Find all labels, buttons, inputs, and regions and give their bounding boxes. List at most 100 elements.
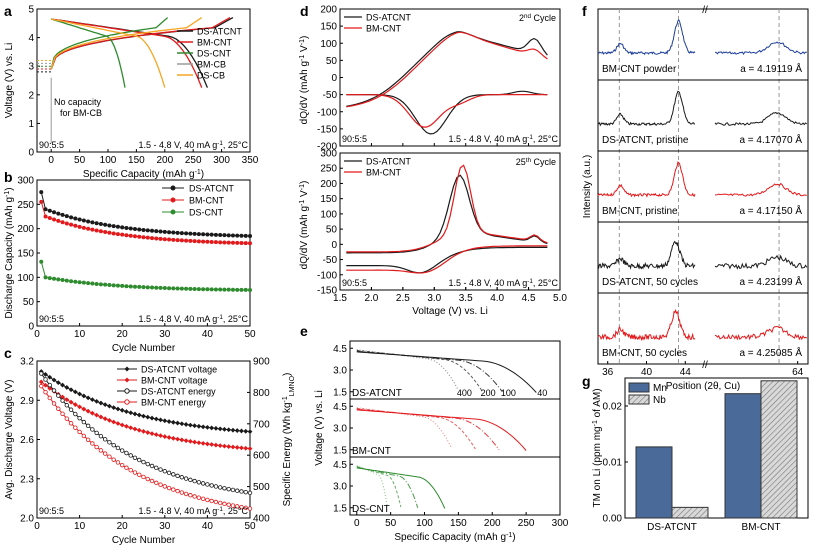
point-DS-ATCNT-9	[73, 216, 78, 221]
point-BM-CNT voltage-49	[243, 445, 249, 451]
point-DS-ATCNT energy-42	[213, 484, 219, 489]
point-DS-ATCNT energy-19	[115, 445, 121, 451]
panel-e-DS-CNT-ytick-label-1: 3.0	[333, 482, 347, 493]
point-DS-CNT-26	[145, 285, 150, 290]
point-DS-ATCNT-10	[77, 217, 82, 222]
point-DS-ATCNT voltage-19	[115, 406, 121, 412]
point-BM-CNT-37	[192, 239, 197, 244]
point-DS-ATCNT-6	[60, 212, 65, 217]
panel-d-top-ytick-label-1: 150	[320, 22, 337, 33]
point-DS-ATCNT voltage-28	[153, 416, 159, 422]
panel-g-ytick-label-1: 0.01	[603, 458, 623, 469]
panel-b-ytick-label-2: 100	[17, 273, 34, 284]
point-DS-ATCNT energy-48	[239, 489, 244, 494]
panel-c: 0 10 20 30 40 50 2.0 2.3 2.6 2.9 3.2 400 500 600 700 80…	[4, 357, 296, 547]
panel-e-ylabel: Voltage (V) vs. Li	[314, 390, 325, 466]
point-DS-ATCNT energy-10	[77, 415, 82, 421]
point-BM-CNT voltage-28	[153, 432, 159, 438]
point-DS-ATCNT-17	[107, 223, 112, 228]
legend-marker-3	[124, 399, 130, 405]
panel-e-xtick-label-1: 50	[385, 518, 397, 529]
rate-curve-BM-CNT-1	[356, 407, 476, 450]
panel-d-bottom-legend-label-1: BM-CNT	[366, 168, 401, 178]
xrd-trace-name-3: DS-ATCNT, 50 cycles	[602, 277, 698, 288]
panel-a-xtick-label-5: 250	[185, 155, 202, 166]
point-BM-CNT-50	[248, 241, 252, 246]
panel-b-ytick-label-4: 200	[17, 224, 34, 235]
point-DS-ATCNT voltage-3	[47, 374, 53, 380]
point-BM-CNT energy-47	[235, 504, 240, 509]
panel-e-xtick-label-0: 0	[354, 518, 360, 529]
point-BM-CNT energy-27	[149, 478, 155, 484]
point-DS-ATCNT energy-17	[107, 440, 112, 445]
point-DS-CNT-16	[103, 282, 108, 287]
panel-d-bottom-ytick-label-4: 100	[320, 209, 337, 220]
legend-marker-2	[170, 209, 176, 215]
panel-f-xtick-label-0: 36	[602, 367, 614, 378]
point-BM-CNT-23	[132, 234, 137, 239]
point-BM-CNT energy-2	[43, 389, 48, 395]
charge-dqdv-BM-CNT	[346, 164, 548, 253]
panel-d-top-ytick-label-7: -150	[317, 124, 337, 135]
charge-dqdv-BM-CNT	[346, 31, 548, 108]
point-DS-ATCNT energy-47	[235, 488, 240, 493]
panel-d: 200 150 100 50 0 -50 -100 -150 -200 2nd Cycle DS-A…	[299, 5, 568, 318]
point-DS-CNT-21	[124, 284, 129, 289]
point-BM-CNT energy-38	[196, 495, 202, 500]
point-DS-ATCNT voltage-33	[175, 420, 180, 426]
panel-e-DS-CNT-ytick-label-0: 4.5	[333, 460, 347, 471]
legend-label-0: DS-ATCNT	[197, 27, 242, 37]
panel-d-top-note-left: 90:5:5	[342, 134, 367, 144]
point-BM-CNT energy-48	[239, 504, 244, 510]
point-DS-ATCNT voltage-14	[94, 398, 100, 404]
panel-b-xtick-label-2: 20	[117, 329, 129, 340]
legend-label-3: BM-CNT energy	[141, 398, 206, 408]
point-DS-ATCNT energy-30	[162, 469, 167, 474]
point-BM-CNT-35	[184, 238, 189, 243]
point-DS-CNT-23	[132, 284, 137, 289]
legend-marker-2	[124, 388, 130, 394]
panel-e-xtick-label-6: 300	[552, 518, 569, 529]
panel-b-ylabel: Discharge Capacity (mAh g-1)	[4, 187, 16, 318]
point-BM-CNT-45	[226, 240, 231, 245]
point-DS-ATCNT-25	[141, 227, 146, 232]
panel-d-bottom-title: 25th Cycle	[516, 157, 556, 168]
panel-e-BM-CNT-ytick-label-1: 3.0	[333, 424, 347, 435]
point-DS-ATCNT-32	[171, 230, 176, 235]
panel-g-category-1: BM-CNT	[742, 522, 781, 533]
point-BM-CNT voltage-23	[132, 426, 138, 432]
point-BM-CNT voltage-42	[213, 442, 219, 448]
point-BM-CNT energy-24	[137, 472, 142, 478]
point-DS-ATCNT voltage-42	[213, 426, 219, 431]
panel-b-xtick-label-0: 0	[34, 329, 40, 340]
panel-c-ytick-label-0: 2.0	[20, 514, 34, 525]
panel-g-ytick-label-0: 0.00	[603, 514, 623, 525]
point-BM-CNT energy-23	[132, 470, 138, 475]
panel-e-DS-ATCNT-ytick-label-0: 4.5	[333, 344, 347, 355]
point-DS-CNT-10	[77, 280, 82, 285]
point-DS-ATCNT energy-14	[94, 430, 99, 436]
point-BM-CNT voltage-30	[162, 434, 168, 439]
point-BM-CNT energy-17	[107, 454, 112, 459]
point-BM-CNT-33	[175, 238, 180, 243]
point-DS-CNT-39	[201, 287, 206, 292]
point-DS-ATCNT energy-39	[200, 481, 206, 486]
legend-label-3: BM-CB	[197, 60, 226, 70]
panel-a-ytick-label-1: 1	[28, 119, 34, 130]
point-DS-ATCNT voltage-48	[239, 428, 244, 434]
point-DS-ATCNT voltage-30	[162, 418, 168, 424]
point-BM-CNT energy-26	[145, 476, 150, 482]
rate-label-200: 200	[481, 388, 496, 398]
xrd-lattice-param-0: a = 4.19119 Å	[740, 62, 802, 75]
point-DS-CNT-22	[128, 284, 133, 289]
point-BM-CNT voltage-35	[183, 438, 189, 444]
rate-curve-DS-CNT-2	[356, 466, 419, 508]
point-BM-CNT energy-43	[217, 500, 223, 506]
point-BM-CNT energy-31	[166, 485, 172, 491]
point-DS-ATCNT-48	[239, 233, 244, 238]
panel-e-DS-ATCNT-ytick-label-1: 3.0	[333, 366, 347, 377]
panel-d-top-ytick-label-8: -200	[317, 142, 337, 153]
panel-e-xtick-label-2: 100	[416, 518, 433, 529]
point-DS-ATCNT-7	[64, 214, 69, 219]
bar-Nb-BM-CNT	[760, 380, 798, 519]
